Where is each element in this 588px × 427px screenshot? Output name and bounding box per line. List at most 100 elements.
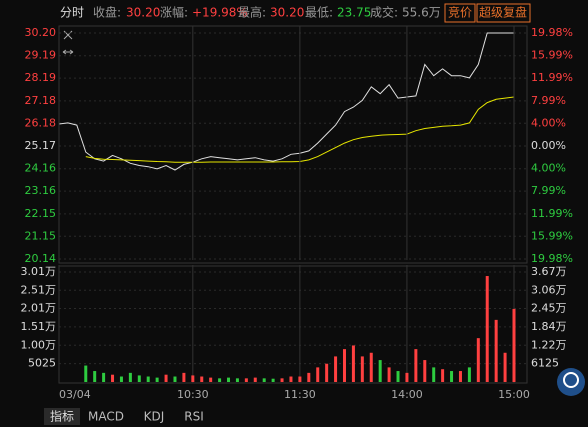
- volume-bar: [396, 371, 400, 382]
- y-tick-label: 20.14: [25, 252, 57, 265]
- volume-bar: [423, 360, 427, 382]
- tab-title[interactable]: 分时: [60, 6, 84, 20]
- label: 成交:: [370, 5, 398, 20]
- x-tick-label: 10:30: [177, 388, 209, 401]
- volume-bar: [414, 349, 418, 382]
- tab[interactable]: RSI: [184, 410, 204, 424]
- volume-bar: [405, 372, 409, 382]
- y-tick-label: 5025: [28, 357, 56, 370]
- volume-bar: [494, 319, 498, 382]
- volume-bar: [137, 375, 141, 382]
- expand-icon[interactable]: [62, 49, 74, 55]
- volume-bar: [146, 376, 150, 382]
- volume-bar: [209, 377, 213, 382]
- volume-bar: [467, 367, 471, 382]
- volume-bar: [378, 360, 382, 382]
- volume-bar: [182, 372, 186, 382]
- x-tick-label: 03/04: [59, 388, 91, 401]
- volume-bar: [450, 371, 454, 382]
- chat-icon[interactable]: [557, 368, 585, 396]
- volume-bar: [235, 378, 239, 382]
- volume-bar: [325, 363, 329, 382]
- close-icon[interactable]: [63, 30, 73, 40]
- volume-bar: [93, 371, 97, 382]
- y2-tick-label: 1.22万: [531, 338, 567, 351]
- y2-tick-label: 15.99%: [531, 229, 573, 242]
- value: 30.20: [270, 6, 304, 20]
- volume-bar: [316, 367, 320, 382]
- label: 收盘:: [93, 5, 121, 20]
- y-tick-label: 1.51万: [21, 320, 57, 333]
- y2-tick-label: 4.00%: [531, 162, 566, 175]
- volume-bar: [155, 377, 159, 382]
- y-tick-label: 2.51万: [21, 283, 57, 296]
- volume-bar: [173, 376, 177, 382]
- volume-bar: [164, 374, 168, 382]
- y2-tick-label: 7.99%: [531, 94, 566, 107]
- y-tick-label: 30.20: [25, 26, 57, 39]
- x-tick-label: 14:00: [391, 388, 423, 401]
- button[interactable]: 超级复盘: [479, 5, 527, 20]
- volume-bar: [84, 365, 88, 382]
- value: 30.20: [126, 6, 160, 20]
- y-tick-label: 2.01万: [21, 302, 57, 315]
- y2-tick-label: 7.99%: [531, 184, 566, 197]
- volume-bar: [244, 378, 248, 382]
- button-frame[interactable]: [476, 3, 531, 23]
- volume-bar: [253, 377, 257, 382]
- label: 最低:: [305, 6, 333, 20]
- tab[interactable]: 指标: [50, 409, 74, 424]
- volume-bar: [102, 372, 106, 382]
- volume-bar: [476, 338, 480, 382]
- x-tick-label: 15:00: [498, 388, 530, 401]
- label: 最高:: [238, 5, 266, 20]
- chat-icon-glyph: [563, 372, 579, 388]
- y-tick-label: 29.19: [25, 49, 57, 62]
- volume-bar: [111, 374, 115, 382]
- y-tick-label: 3.01万: [21, 265, 57, 278]
- volume-bar: [342, 349, 346, 382]
- tab-bg: [44, 408, 80, 425]
- y2-tick-label: 2.45万: [531, 302, 567, 315]
- volume-bar: [369, 352, 373, 382]
- x-tick-label: 11:30: [284, 388, 316, 401]
- y-tick-label: 22.15: [25, 207, 57, 220]
- label: 涨幅:: [160, 5, 188, 20]
- volume-bar: [298, 376, 302, 382]
- y2-tick-label: 19.98%: [531, 26, 573, 39]
- value: +19.98%: [192, 6, 248, 20]
- value: 23.75: [337, 6, 371, 20]
- volume-bar: [458, 371, 462, 382]
- y2-tick-label: 3.67万: [531, 265, 567, 278]
- volume-bar: [262, 378, 266, 382]
- y-tick-label: 1.00万: [21, 338, 57, 351]
- price-line: [58, 32, 514, 171]
- volume-bar: [119, 376, 123, 382]
- volume-bar: [441, 369, 445, 382]
- volume-bar: [307, 372, 311, 382]
- volume-bar: [512, 308, 516, 382]
- volume-bar: [289, 376, 293, 382]
- volume-bar: [200, 376, 204, 382]
- y2-tick-label: 19.98%: [531, 252, 573, 265]
- volume-bar: [271, 378, 275, 382]
- y-tick-label: 23.16: [25, 184, 57, 197]
- y-tick-label: 25.17: [25, 139, 57, 152]
- volume-bar: [485, 276, 489, 382]
- y-tick-label: 26.18: [25, 116, 57, 129]
- y2-tick-label: 0.00%: [531, 139, 566, 152]
- tab[interactable]: MACD: [88, 410, 124, 424]
- volume-bar: [351, 345, 355, 382]
- volume-bar: [128, 372, 132, 382]
- y2-tick-label: 11.99%: [531, 71, 573, 84]
- button-frame[interactable]: [444, 3, 476, 23]
- button[interactable]: 竞价: [448, 6, 472, 20]
- volume-bar: [387, 367, 391, 382]
- y2-tick-label: 15.99%: [531, 49, 573, 62]
- volume-bar: [191, 375, 195, 382]
- tab[interactable]: KDJ: [144, 410, 165, 424]
- volume-bar: [503, 352, 507, 382]
- y2-tick-label: 11.99%: [531, 207, 573, 220]
- y2-tick-label: 6125: [531, 357, 559, 370]
